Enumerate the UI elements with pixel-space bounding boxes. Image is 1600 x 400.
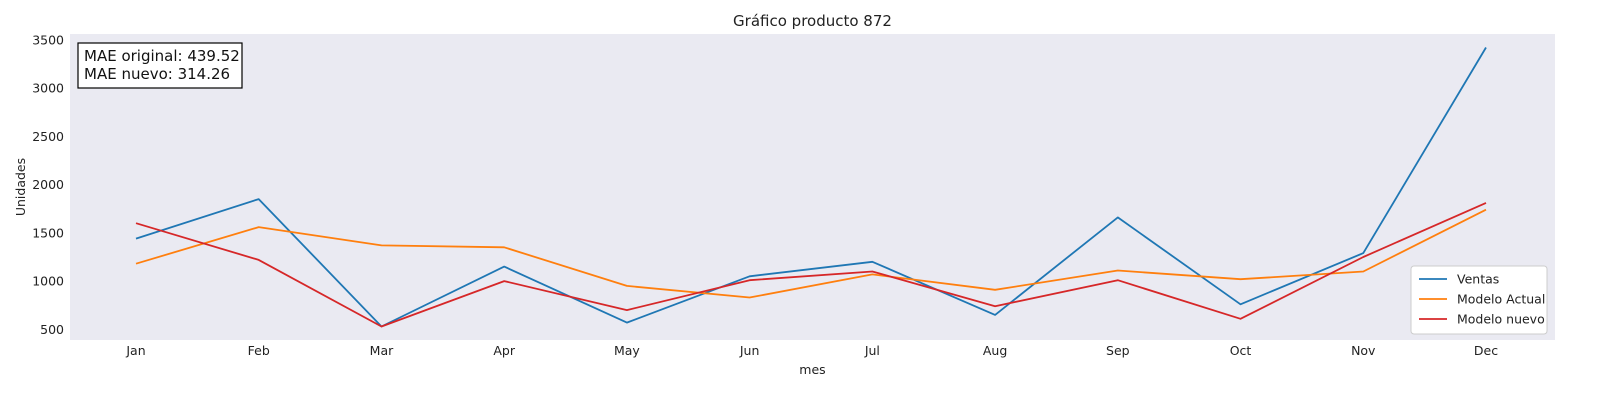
y-axis-ticks: 500 1000 1500 2000 2500 3000 3500 bbox=[32, 32, 64, 337]
x-tick-label: Nov bbox=[1351, 343, 1376, 358]
annotation-frame bbox=[77, 42, 243, 89]
legend: Ventas Modelo Actual Modelo nuevo bbox=[1410, 265, 1548, 335]
annotation-mae-original: MAE original: 439.52 bbox=[84, 47, 240, 65]
y-tick-label: 3000 bbox=[32, 81, 64, 96]
x-axis-label: mes bbox=[799, 362, 825, 377]
y-tick-label: 500 bbox=[40, 322, 64, 337]
mae-annotation-box: MAE original: 439.52 MAE nuevo: 314.26 bbox=[77, 42, 243, 89]
y-tick-label: 1000 bbox=[32, 274, 64, 289]
x-tick-label: Feb bbox=[248, 343, 270, 358]
y-tick-label: 1500 bbox=[32, 225, 64, 240]
x-tick-label: Jan bbox=[125, 343, 145, 358]
x-tick-label: Oct bbox=[1230, 343, 1252, 358]
y-axis-label: Unidades bbox=[13, 158, 28, 216]
x-tick-label: Jul bbox=[864, 343, 880, 358]
x-axis-ticks: Jan Feb Mar Apr May Jun Jul Aug Sep Oct Nov Dec bbox=[125, 343, 1498, 358]
annotation-mae-nuevo: MAE nuevo: 314.26 bbox=[84, 65, 230, 83]
plot-area bbox=[70, 34, 1555, 340]
chart-title: Gráfico producto 872 bbox=[733, 12, 892, 30]
y-tick-label: 3500 bbox=[32, 32, 64, 47]
x-tick-label: Mar bbox=[370, 343, 394, 358]
series-line bbox=[135, 47, 1487, 328]
series-lines bbox=[135, 47, 1487, 328]
x-tick-label: Aug bbox=[983, 343, 1007, 358]
legend-entry: Modelo nuevo bbox=[1457, 312, 1545, 327]
x-tick-label: Sep bbox=[1106, 343, 1130, 358]
x-tick-label: Apr bbox=[493, 343, 515, 358]
series-line bbox=[135, 208, 1487, 299]
x-tick-label: May bbox=[614, 343, 640, 358]
y-tick-label: 2500 bbox=[32, 129, 64, 144]
y-tick-label: 2000 bbox=[32, 177, 64, 192]
legend-entry: Modelo Actual bbox=[1457, 292, 1545, 307]
x-tick-label: Dec bbox=[1474, 343, 1498, 358]
x-tick-label: Jun bbox=[739, 343, 760, 358]
legend-entry: Ventas bbox=[1457, 272, 1499, 287]
series-line bbox=[135, 202, 1487, 328]
legend-frame bbox=[1410, 265, 1548, 335]
